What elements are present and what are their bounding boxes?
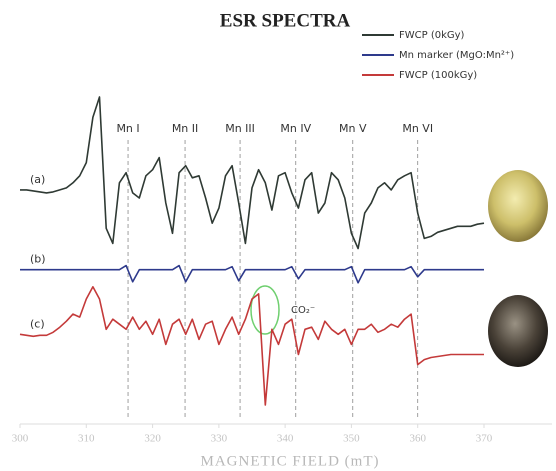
x-tick-label: 310 <box>78 433 95 445</box>
marker-label: Mn I <box>116 122 139 135</box>
marker-label: Mn V <box>339 122 367 135</box>
x-tick-label: 370 <box>476 433 493 445</box>
series-line <box>20 264 484 284</box>
legend-label: Mn marker (MgO:Mn²⁺) <box>399 50 514 61</box>
chart-title: ESR SPECTRA <box>220 10 351 31</box>
sample-image-before <box>488 170 548 242</box>
marker-label: Mn IV <box>280 122 311 135</box>
series-label: (b) <box>30 253 46 266</box>
annotation: CO₂⁻ <box>291 305 315 316</box>
legend-label: FWCP (100kGy) <box>399 70 477 81</box>
x-tick-label: 320 <box>144 433 161 445</box>
x-tick-label: 330 <box>211 433 228 445</box>
legend-label: FWCP (0kGy) <box>399 30 465 41</box>
series-line <box>19 286 484 406</box>
sample-image-after <box>488 295 548 367</box>
marker-label: Mn VI <box>402 122 433 135</box>
x-tick-label: 300 <box>12 433 29 445</box>
series-line <box>20 96 485 250</box>
x-tick-label: 340 <box>277 433 294 445</box>
x-axis-label: MAGNETIC FIELD (mT) <box>201 453 380 469</box>
marker-label: Mn II <box>172 122 198 135</box>
series-label: (c) <box>30 317 45 330</box>
highlight-circle <box>250 285 280 335</box>
marker-label: Mn III <box>225 122 255 135</box>
x-tick-label: 360 <box>409 433 426 445</box>
series-label: (a) <box>30 173 45 186</box>
x-tick-label: 350 <box>343 433 360 445</box>
